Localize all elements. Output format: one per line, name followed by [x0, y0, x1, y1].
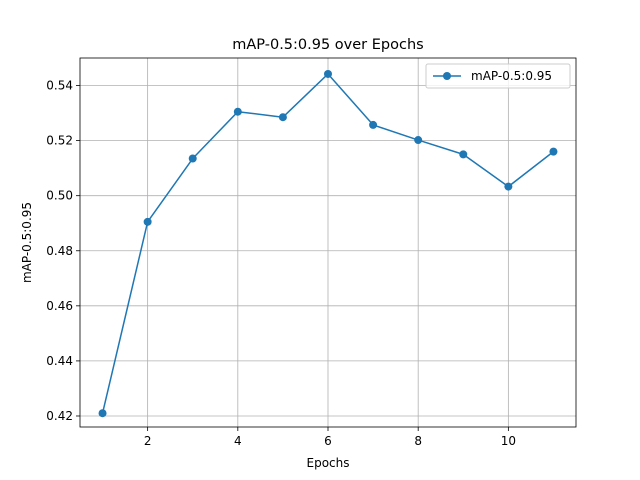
x-tick-label: 6 — [324, 434, 332, 448]
data-point — [278, 113, 287, 122]
data-point — [414, 136, 423, 145]
y-tick-label: 0.46 — [46, 299, 73, 313]
x-tick-label: 2 — [144, 434, 152, 448]
series-group — [98, 69, 558, 418]
data-point — [143, 217, 152, 226]
chart-title: mAP-0.5:0.95 over Epochs — [232, 37, 423, 53]
y-tick-label: 0.54 — [46, 79, 73, 93]
y-tick-label: 0.52 — [46, 134, 73, 148]
data-point — [369, 120, 378, 129]
legend: mAP-0.5:0.95 — [425, 63, 571, 89]
x-axis-ticks: 2 4 6 8 10 — [144, 427, 516, 448]
y-tick-label: 0.42 — [46, 409, 73, 423]
data-point — [98, 409, 107, 418]
data-point — [549, 147, 558, 156]
data-point — [324, 69, 332, 78]
x-axis-label: Epochs — [307, 456, 350, 470]
y-tick-label: 0.44 — [46, 354, 73, 368]
data-point — [233, 107, 242, 116]
x-tick-label: 10 — [501, 434, 516, 448]
legend-box — [425, 63, 571, 89]
data-point — [504, 182, 513, 191]
data-point — [459, 150, 468, 159]
y-tick-label: 0.48 — [46, 244, 73, 258]
data-point — [188, 154, 197, 163]
y-axis-ticks: 0.42 0.44 0.46 0.48 0.50 0.52 0.54 — [46, 79, 80, 423]
x-tick-label: 8 — [414, 434, 422, 448]
y-axis-label: mAP-0.5:0.95 — [20, 202, 34, 283]
x-tick-label: 4 — [234, 434, 242, 448]
legend-label: mAP-0.5:0.95 — [471, 69, 552, 83]
y-tick-label: 0.50 — [46, 189, 73, 203]
grid — [80, 58, 576, 427]
legend-marker-swatch — [443, 72, 451, 80]
